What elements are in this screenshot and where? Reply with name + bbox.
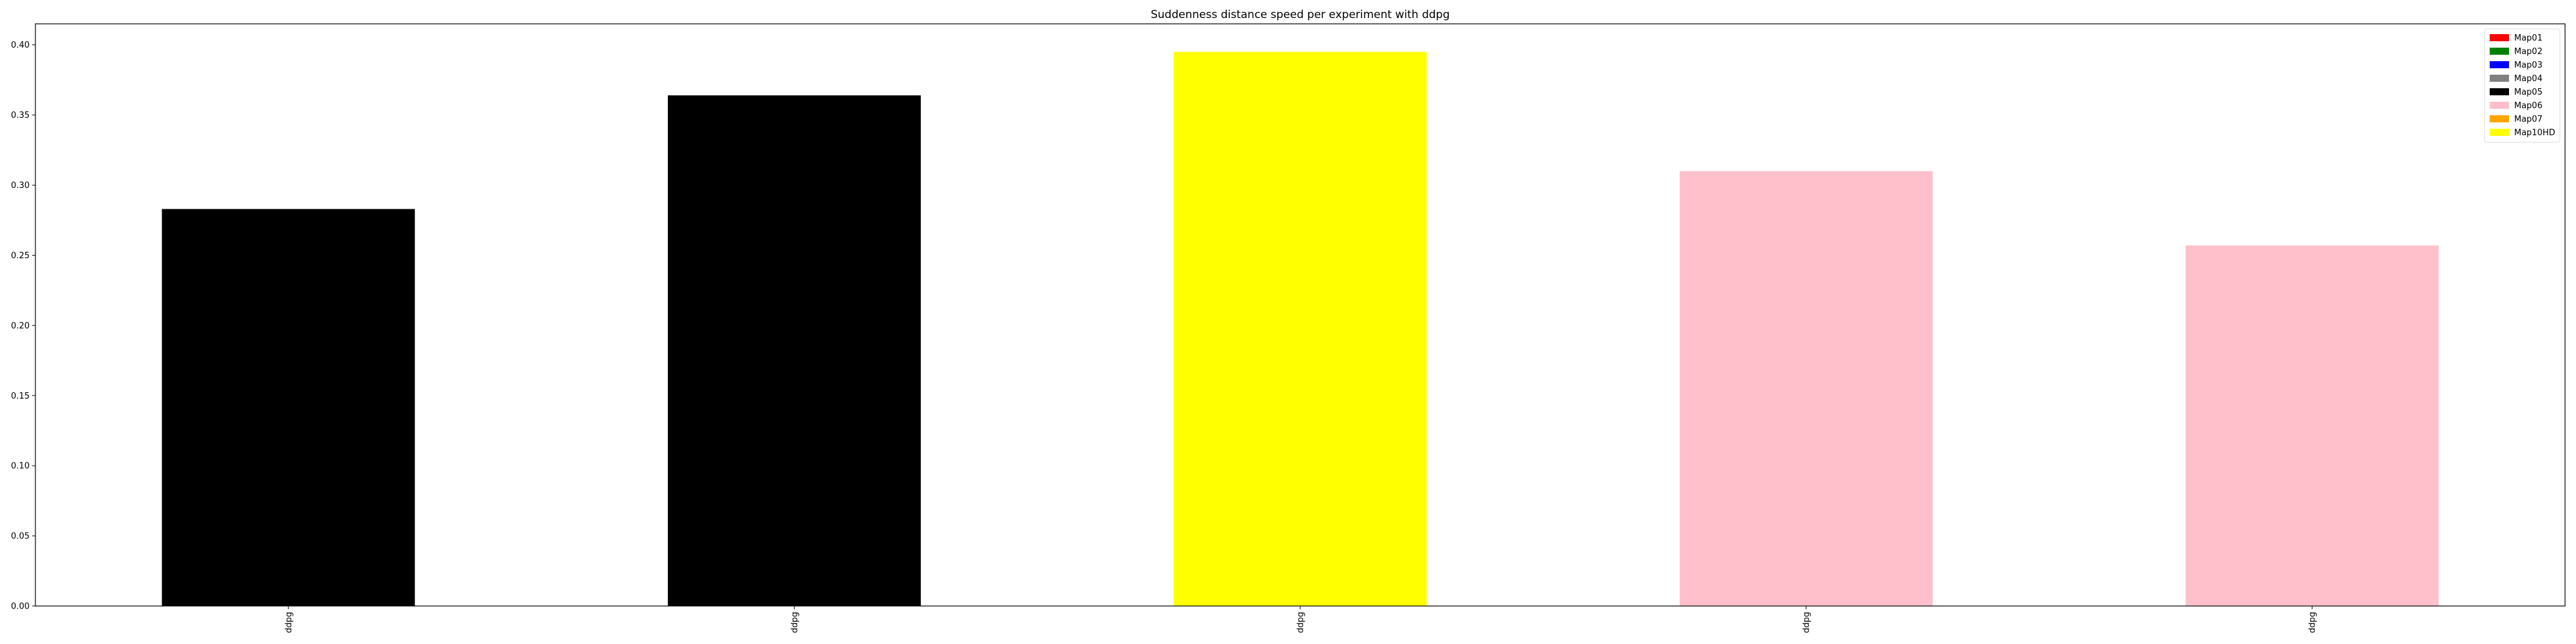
x-tick-label: ddpg <box>2308 612 2318 633</box>
x-axis: ddpg ddpg ddpg ddpg ddpg <box>284 606 2318 633</box>
x-tick-label: ddpg <box>790 612 800 633</box>
y-tick-label: 0.00 <box>11 602 30 612</box>
legend-swatch <box>2490 34 2509 41</box>
y-tick-label: 0.40 <box>11 41 30 50</box>
bar <box>1173 52 1427 606</box>
y-tick-label: 0.05 <box>11 532 30 542</box>
legend-swatch <box>2490 129 2509 136</box>
y-tick-label: 0.25 <box>11 251 30 261</box>
y-tick-label: 0.20 <box>11 321 30 331</box>
legend-label: Map05 <box>2514 88 2543 97</box>
bar <box>668 95 921 606</box>
y-axis: 0.00 0.05 0.10 0.15 0.20 0.25 0.30 0.35 0.40 <box>11 41 35 612</box>
legend-label: Map07 <box>2514 115 2543 124</box>
legend-label: Map06 <box>2514 101 2543 111</box>
x-tick-label: ddpg <box>1802 612 1812 633</box>
legend-swatch <box>2490 115 2509 122</box>
x-tick-label: ddpg <box>284 612 294 633</box>
y-tick-label: 0.15 <box>11 392 30 401</box>
plot-frame <box>35 23 2566 607</box>
legend-label: Map04 <box>2514 74 2543 84</box>
x-tick-label: ddpg <box>1296 612 1306 633</box>
legend-frame <box>2484 28 2561 143</box>
legend-swatch <box>2490 61 2509 68</box>
legend-swatch <box>2490 102 2509 109</box>
legend-label: Map10HD <box>2514 128 2555 138</box>
legend: Map01 Map02 Map03 Map04 Map05 Map06 Map07 Map10… <box>2484 28 2561 143</box>
bars-group <box>162 52 2439 607</box>
legend-swatch <box>2490 48 2509 55</box>
legend-swatch <box>2490 88 2509 95</box>
bar <box>1680 171 1933 606</box>
legend-label: Map01 <box>2514 33 2543 43</box>
bar <box>2185 245 2439 607</box>
y-tick-label: 0.35 <box>11 111 30 120</box>
legend-label: Map02 <box>2514 47 2543 57</box>
chart-title: Suddenness distance speed per experiment… <box>1151 8 1450 21</box>
legend-swatch <box>2490 75 2509 82</box>
bar <box>162 209 415 606</box>
y-tick-label: 0.30 <box>11 181 30 191</box>
legend-label: Map03 <box>2514 61 2543 70</box>
y-tick-label: 0.10 <box>11 462 30 471</box>
